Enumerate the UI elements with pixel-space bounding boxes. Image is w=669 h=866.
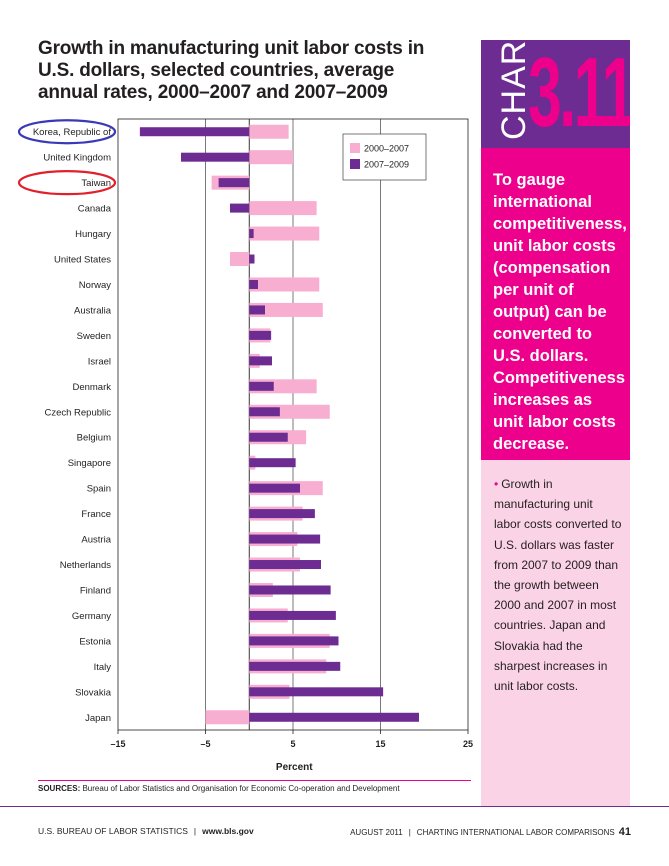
category-label: Norway [79,280,111,291]
category-label: Spain [87,484,111,495]
bar-2007-2009 [249,381,274,391]
legend-swatch [350,159,360,169]
bullet-note-text: Growth in manufacturing unit labor costs… [494,477,622,694]
highlight-circle [17,119,117,145]
category-label: Israel [88,356,111,367]
bar-2000-2007 [205,710,250,725]
bar-2007-2009 [249,432,288,442]
category-label: Germany [72,611,111,622]
bar-2007-2009 [249,330,272,340]
bar-2007-2009 [249,279,258,289]
footer-publication-title: CHARTING INTERNATIONAL LABOR COMPARISONS [416,828,615,837]
chart-badge-number: 3.11 [528,40,630,147]
sources-text: Bureau of Labor Statistics and Organisat… [82,784,400,793]
legend-entry: 2007–2009 [364,160,409,170]
category-label: Sweden [77,331,111,342]
bar-2000-2007 [230,252,250,267]
bar-2000-2007 [249,124,289,139]
category-label: Finland [80,585,111,596]
category-label: Italy [94,662,112,673]
bar-2007-2009 [230,203,250,213]
bar-2007-2009 [249,610,336,620]
x-tick-label: 5 [290,739,295,749]
bar-2007-2009 [249,305,265,315]
bar-2007-2009 [249,509,315,519]
bar-2007-2009 [249,458,296,468]
bar-2007-2009 [249,534,321,544]
x-tick-label: –5 [200,739,210,749]
bar-2007-2009 [249,560,321,570]
category-label: Korea, Republic of [33,127,112,138]
bullet-icon: • [494,477,499,491]
bar-2007-2009 [249,254,255,264]
bar-2007-2009 [139,127,250,137]
chart-badge: CHART 3.11 [481,40,630,148]
category-label: Taiwan [81,178,111,189]
highlight-text: To gauge international competitiveness, … [493,171,627,453]
bar-2007-2009 [181,152,250,162]
footer-site-link[interactable]: www.bls.gov [202,826,254,836]
footer-divider [0,806,669,807]
x-axis-label: Percent [276,762,313,773]
footer-date: AUGUST 2011 [350,828,403,837]
footer-separator: | [193,826,197,836]
legend-entry: 2000–2007 [364,144,409,154]
bar-2000-2007 [249,226,320,241]
x-tick-label: 25 [463,739,473,749]
category-label: Austria [81,535,111,546]
sources-note: SOURCES: Bureau of Labor Statistics and … [38,784,400,793]
page-number: 41 [618,826,631,838]
category-label: Canada [78,204,112,215]
bullet-note: • Growth in manufacturing unit labor cost… [494,474,622,696]
bar-2007-2009 [249,661,341,671]
highlight-box: To gauge international competitiveness, … [481,148,630,460]
category-label: Denmark [72,382,111,393]
footer-separator: | [408,828,411,837]
category-label: France [81,509,111,520]
category-label: Singapore [68,458,111,469]
highlight-circle [17,170,117,196]
category-label: United Kingdom [43,153,111,164]
bar-2000-2007 [249,150,293,165]
x-tick-label: –15 [110,739,125,749]
chart-title: Growth in manufacturing unit labor costs… [38,38,425,103]
sources-divider [38,780,471,781]
category-label: Slovakia [75,687,112,698]
bar-2007-2009 [249,356,272,366]
bar-2000-2007 [249,302,323,317]
bar-2007-2009 [218,178,250,188]
category-label: Australia [74,305,112,316]
bar-2000-2007 [249,277,320,292]
bar-2007-2009 [249,585,331,595]
category-label: United States [54,255,111,266]
category-label: Czech Republic [44,407,111,418]
bar-2007-2009 [249,687,384,697]
category-label: Hungary [75,229,111,240]
bar-2007-2009 [249,712,419,722]
bar-2007-2009 [249,483,300,493]
category-label: Japan [85,713,111,724]
bar-2007-2009 [249,229,254,239]
category-label: Netherlands [60,560,111,571]
category-label: Estonia [79,636,111,647]
footer-agency-name: U.S. BUREAU OF LABOR STATISTICS [38,826,188,836]
x-tick-label: 15 [375,739,385,749]
sources-label: SOURCES: [38,784,81,793]
bar-2007-2009 [249,636,339,646]
legend-swatch [350,143,360,153]
bar-2007-2009 [249,407,280,417]
category-label: Belgium [77,433,111,444]
bar-2000-2007 [249,201,317,216]
footer-publication: AUGUST 2011 | CHARTING INTERNATIONAL LABOR… [350,826,631,838]
legend-box [342,133,427,181]
footer-agency: U.S. BUREAU OF LABOR STATISTICS | www.bls.… [38,826,254,836]
